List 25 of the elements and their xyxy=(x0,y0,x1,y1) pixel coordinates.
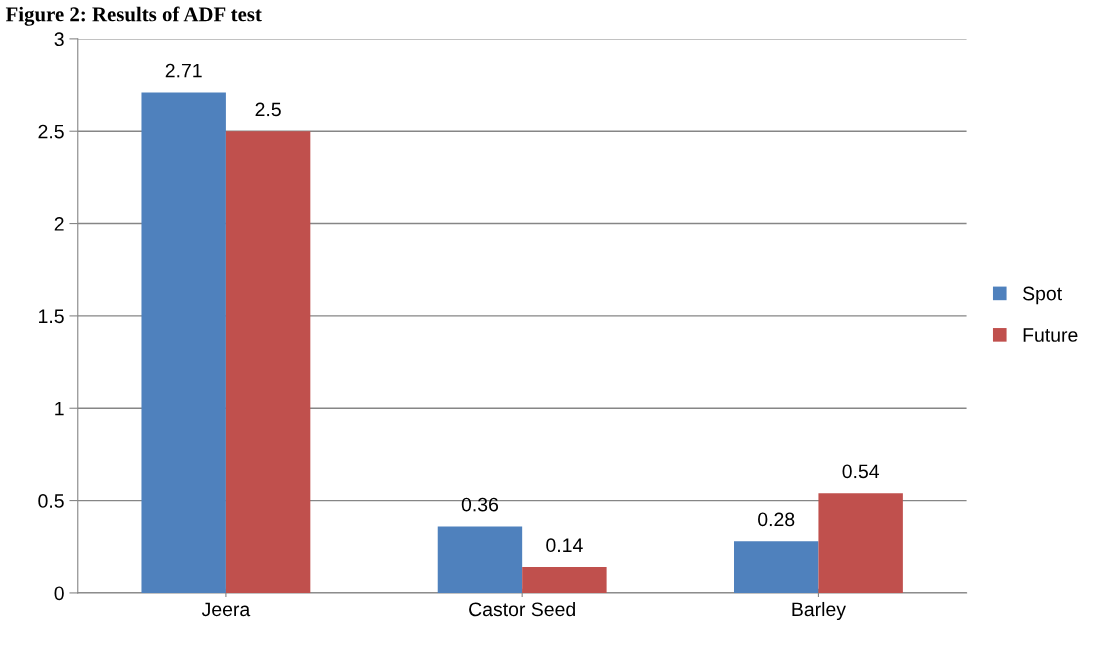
data-label: 0.54 xyxy=(842,464,880,479)
legend-label: Spot xyxy=(1023,286,1062,305)
y-tick-label: 0 xyxy=(54,586,64,601)
data-label: 0.36 xyxy=(461,497,499,512)
bar xyxy=(522,567,607,593)
chart-title: Figure 2: Results of ADF test xyxy=(5,6,262,26)
y-tick-label: 3 xyxy=(54,32,64,47)
bar xyxy=(437,526,523,593)
y-tick-label: 2.5 xyxy=(38,124,64,139)
bar xyxy=(818,493,903,593)
y-tick-label: 2 xyxy=(54,217,64,231)
y-tick-label: 1 xyxy=(55,401,64,416)
x-tick-label: Jeera xyxy=(201,602,251,617)
bar xyxy=(225,131,311,593)
bar xyxy=(141,92,226,593)
x-tick-label: Castor Seed xyxy=(469,601,575,617)
x-tick-label: Barley xyxy=(792,601,846,621)
data-label: 0.28 xyxy=(758,512,795,527)
data-label: 0.14 xyxy=(546,538,583,553)
data-label: 2.5 xyxy=(255,102,281,117)
y-tick-label: 0.5 xyxy=(38,494,64,508)
y-tick-label: 1.5 xyxy=(39,309,64,324)
bar xyxy=(734,541,819,593)
data-label: 2.71 xyxy=(165,63,202,78)
legend-label: Future xyxy=(1023,328,1078,342)
